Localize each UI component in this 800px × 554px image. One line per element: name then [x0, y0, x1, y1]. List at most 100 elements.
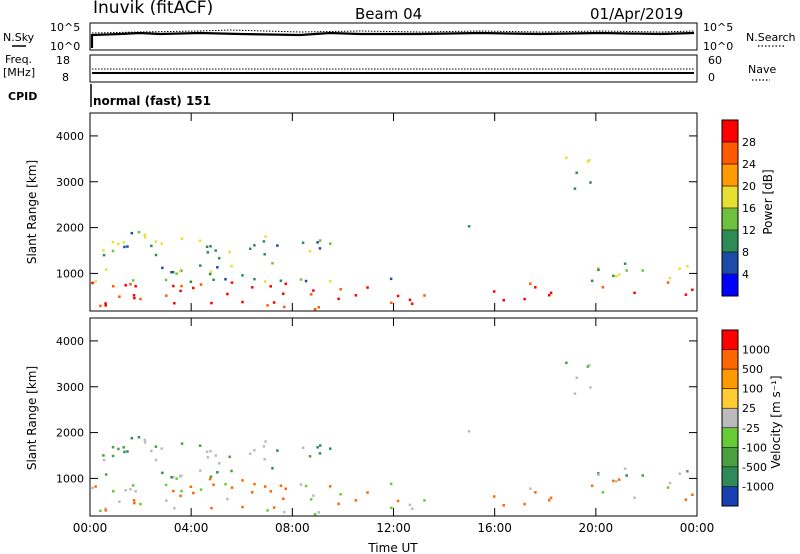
echo-cell: [318, 444, 322, 447]
echo-cell: [165, 499, 168, 502]
echo-cell: [111, 490, 115, 493]
nsearch-series: [91, 29, 695, 34]
echo-cell: [467, 225, 471, 228]
echo-cell: [691, 493, 694, 497]
echo-cell: [241, 479, 244, 482]
echo-cell: [266, 509, 269, 512]
y-tick-label: 3000: [56, 381, 84, 394]
x-tick-label: 16:00: [477, 521, 512, 535]
echo-cell: [597, 471, 600, 475]
velocity-colorbar-label: Velocity [m s⁻¹]: [769, 375, 783, 468]
echo-cell: [230, 486, 234, 489]
echo-cell: [99, 509, 102, 513]
echo-cell: [313, 307, 317, 311]
colorbar-tick-label: 20: [742, 180, 756, 193]
y-tick-label: 4000: [56, 335, 84, 348]
echo-cell: [565, 361, 568, 365]
echo-cell: [269, 285, 272, 288]
echo-cell: [633, 496, 636, 500]
echo-cell: [625, 269, 628, 272]
echo-cell: [549, 291, 553, 295]
nsearch-tick-bottom: 10^0: [703, 40, 733, 53]
echo-cell: [180, 284, 183, 288]
echo-cell: [94, 280, 97, 283]
echo-cell: [189, 485, 193, 489]
colorbar-tick-label: -25: [742, 422, 760, 435]
echo-cell: [633, 291, 636, 295]
colorbar-tick-label: -100: [742, 441, 767, 454]
colorbar-segment: [722, 447, 738, 468]
echo-cell: [597, 268, 600, 272]
freq-panel-frame: [89, 54, 698, 83]
echo-cell: [208, 477, 212, 481]
echo-cell: [284, 487, 288, 491]
y-tick-label: 1000: [56, 267, 84, 280]
echo-cell: [91, 281, 94, 285]
echo-cell: [389, 482, 393, 486]
echo-cell: [230, 264, 233, 268]
echo-cell: [214, 454, 217, 457]
colorbar-segment: [722, 208, 738, 231]
x-tick-label: 20:00: [579, 521, 614, 535]
echo-cell: [615, 480, 618, 483]
x-tick-label: 08:00: [275, 521, 310, 535]
echo-cell: [178, 269, 182, 273]
echo-cell: [241, 505, 244, 509]
echo-cell: [132, 499, 136, 502]
echo-cell: [104, 268, 108, 271]
velocity-xlabel: Time UT: [367, 541, 418, 554]
echo-cell: [248, 247, 252, 251]
echo-cell: [339, 493, 342, 496]
echo-cell: [228, 250, 231, 254]
echo-cell: [209, 450, 212, 453]
echo-cell: [396, 499, 400, 503]
echo-cell: [209, 475, 213, 478]
echo-cell: [164, 278, 168, 282]
colorbar-segment: [722, 142, 738, 165]
echo-cell: [502, 298, 505, 302]
echo-cell: [410, 302, 414, 306]
y-tick-label: 2000: [56, 427, 84, 440]
x-tick-label: 00:00: [73, 521, 108, 535]
echo-cell: [216, 471, 219, 474]
echo-cell: [143, 233, 147, 237]
echo-cell: [139, 502, 142, 506]
echo-cell: [122, 241, 126, 244]
echo-cell: [304, 484, 308, 488]
echo-cell: [137, 230, 141, 234]
colorbar-tick-label: -1000: [742, 480, 774, 493]
echo-cell: [318, 452, 322, 455]
echo-cell: [304, 279, 308, 283]
echo-cell: [588, 363, 591, 367]
echo-cell: [111, 240, 115, 244]
echo-cell: [337, 297, 340, 301]
echo-cell: [625, 474, 628, 477]
freq-label-1: Freq.: [5, 53, 32, 66]
colorbar-segment: [722, 349, 738, 370]
echo-cell: [529, 282, 532, 285]
echo-cell: [623, 467, 627, 470]
echo-cell: [283, 510, 286, 514]
echo-cell: [241, 300, 244, 304]
echo-cell: [678, 267, 681, 271]
colorbar-segment: [722, 369, 738, 390]
colorbar-segment: [722, 230, 738, 253]
colorbar-tick-label: 16: [742, 202, 756, 215]
colorbar-segment: [722, 274, 738, 297]
echo-cell: [590, 484, 594, 488]
echo-cell: [586, 160, 590, 163]
echo-cell: [160, 242, 164, 245]
echo-cell: [282, 497, 285, 500]
x-tick-label: 00:00: [680, 521, 715, 535]
y-tick-label: 2000: [56, 222, 84, 235]
echo-cell: [309, 293, 313, 296]
echo-cell: [575, 171, 578, 175]
echo-cell: [354, 294, 358, 297]
echo-cell: [263, 485, 267, 488]
echo-cell: [129, 488, 132, 491]
colorbar-tick-label: 100: [742, 383, 763, 396]
echo-cell: [301, 446, 305, 450]
echo-cell: [170, 475, 173, 479]
colorbar-segment: [722, 388, 738, 409]
